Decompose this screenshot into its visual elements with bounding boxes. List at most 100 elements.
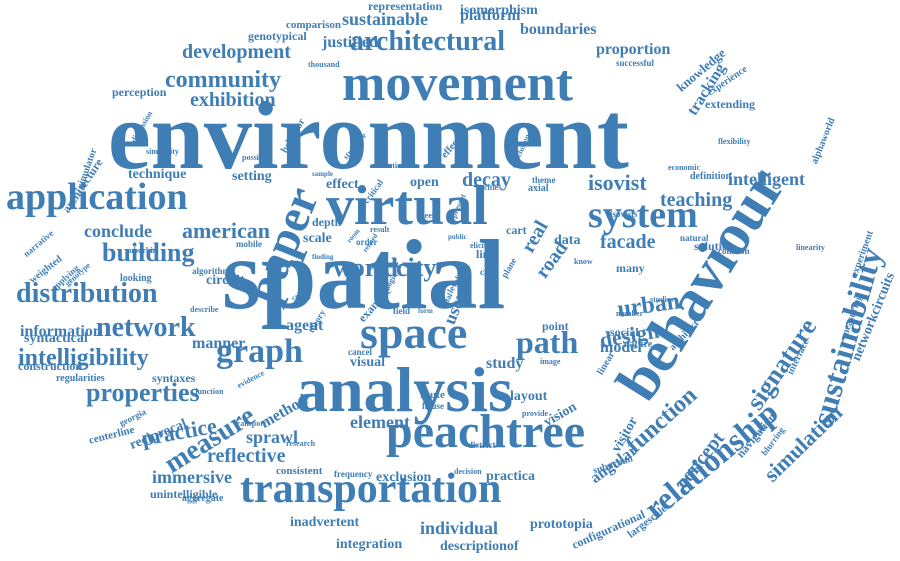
cloud-word: definition (690, 171, 732, 182)
cloud-word: practica (486, 469, 535, 484)
cloud-word: isovists (610, 209, 638, 219)
cloud-word: mobile (236, 239, 262, 249)
cloud-word: genotypical (248, 29, 307, 43)
cloud-word: many (616, 261, 645, 275)
cloud-word: descriptionof (440, 539, 519, 554)
cloud-word: study (486, 355, 524, 372)
cloud-word: justified (322, 34, 378, 51)
cloud-word: image (540, 357, 561, 366)
cloud-word: decision (454, 467, 482, 476)
cloud-word: visual (350, 355, 386, 370)
cloud-word: world (333, 253, 398, 282)
cloud-word: spatial (222, 219, 506, 330)
cloud-word: extending (705, 97, 756, 111)
cloud-word: facade (600, 231, 656, 253)
cloud-word: open (410, 175, 439, 190)
cloud-word: similarity (146, 147, 179, 156)
cloud-word: peachtree (386, 405, 586, 458)
cloud-word: describe (190, 305, 219, 314)
cloud-word: transportation (240, 466, 502, 512)
cloud-word: suburbia (126, 246, 157, 255)
cloud-word: application (6, 176, 188, 218)
cloud-word: aggregate (182, 493, 224, 504)
cloud-word: cart (506, 223, 527, 237)
cloud-word: environment (108, 82, 629, 189)
cloud-word: circuit (206, 273, 245, 288)
cloud-word: exhibition (190, 89, 276, 111)
cloud-word: comparison (286, 19, 341, 31)
cloud-word: intelligent (728, 169, 805, 189)
cloud-word: economic (668, 163, 700, 172)
cloud-word: reflective (207, 445, 286, 467)
cloud-word: model (600, 339, 642, 356)
cloud-word: theme (532, 175, 556, 185)
cloud-word: isovist (588, 170, 647, 195)
cloud-word: perception (112, 85, 167, 99)
cloud-word: alphaworld (809, 116, 838, 166)
cloud-word: provide (522, 409, 549, 418)
cloud-word: consistent (276, 465, 323, 477)
cloud-word: natural (680, 233, 709, 243)
cloud-word: immersive (152, 467, 232, 487)
cloud-word: narrative (21, 228, 56, 259)
cloud-word: transport (234, 419, 267, 428)
cloud-word: construction (18, 359, 82, 373)
cloud-word: evidence (235, 368, 266, 391)
cloud-word: layout (510, 389, 548, 404)
cloud-word: field (393, 306, 410, 316)
cloud-word: platform (460, 7, 521, 24)
cloud-word: effect (326, 177, 359, 192)
cloud-word: junction (195, 387, 224, 396)
cloud-word: agent (286, 317, 324, 334)
cloud-word: thousand (308, 60, 340, 69)
cloud-word: possible (242, 153, 270, 162)
cloud-word: elicit (470, 241, 487, 250)
cloud-word: line (476, 247, 495, 261)
cloud-word: american (182, 218, 270, 243)
cloud-word: order (356, 237, 378, 247)
cloud-word: development (182, 41, 291, 63)
cloud-word: flexibility (718, 137, 751, 146)
cloud-word: sustainable (342, 9, 429, 29)
cloud-word: finding (312, 253, 334, 261)
cloud-word: intelligibility (18, 345, 149, 371)
cloud-word: inadvertent (290, 515, 360, 530)
cloud-word: looking (120, 273, 152, 284)
cloud-word: solution (694, 239, 735, 253)
cloud-word: point (542, 319, 569, 333)
cloud-word: representation (368, 0, 443, 13)
cloud-word: network (96, 312, 196, 343)
cloud-word: choice (292, 294, 311, 302)
cloud-word: path (516, 324, 579, 360)
cloud-word: element (350, 412, 410, 432)
cloud-word: result (370, 225, 390, 234)
cloud-word: sample (312, 170, 333, 178)
cloud-word: route (420, 389, 445, 401)
cloud-word: algorithm (192, 266, 230, 276)
cloud-word: cities (484, 183, 502, 192)
cloud-word: meet (418, 211, 435, 220)
cloud-word: public (448, 233, 467, 241)
cloud-word: teaching (660, 189, 733, 211)
cloud-word: depth (312, 215, 342, 229)
cloud-word: architectural (350, 26, 505, 57)
cloud-word: conclude (84, 221, 153, 241)
cloud-word: proportion (596, 41, 671, 58)
cloud-word: information (20, 323, 102, 340)
cloud-word: properties (86, 378, 200, 407)
cloud-word: boundaries (520, 21, 597, 38)
cloud-word: know (574, 257, 593, 266)
cloud-word: individual (420, 518, 499, 538)
cloud-word: virtual (326, 175, 488, 237)
cloud-word: data (554, 233, 581, 248)
cloud-word: number (616, 309, 644, 318)
cloud-word: scale (303, 231, 332, 246)
cloud-word: district (468, 440, 496, 450)
cloud-word: syntaxes (152, 371, 196, 385)
cloud-word: section (382, 161, 406, 170)
cloud-word: manner (192, 335, 246, 352)
cloud-word: space (360, 307, 468, 358)
cloud-word: sprawl (246, 427, 299, 447)
cloud-word: research (286, 439, 316, 448)
cloud-word: movement (342, 55, 574, 112)
